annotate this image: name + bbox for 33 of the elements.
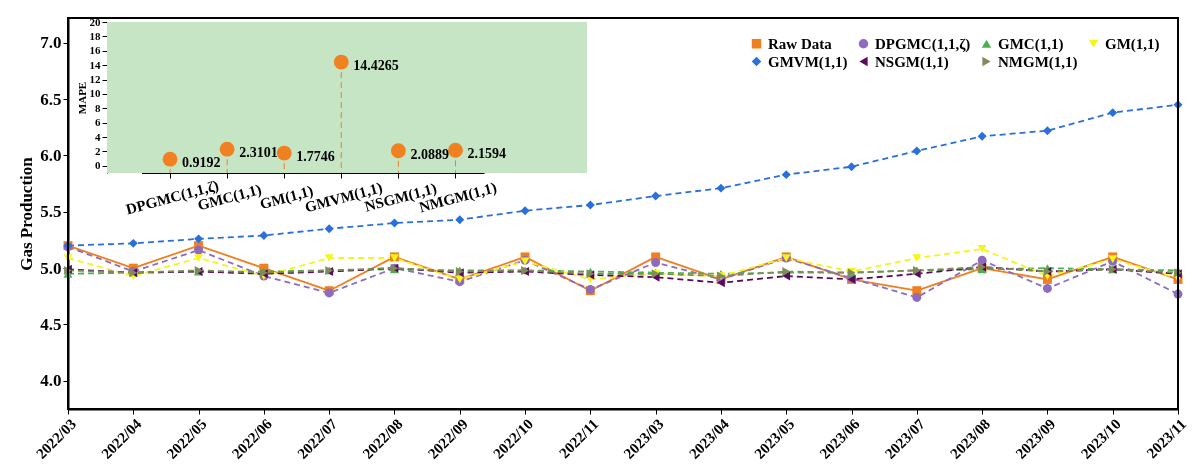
- y-tick-label: 5.5: [40, 202, 62, 222]
- y-tick-label: 5.0: [40, 258, 62, 278]
- y-axis-title: Gas Production: [17, 156, 37, 271]
- y-tick-label: 6.5: [40, 89, 62, 109]
- y-tick-label: 4.5: [40, 314, 62, 334]
- legend-label: GM(1,1): [1105, 35, 1160, 53]
- data-label: 1.7746: [296, 149, 335, 165]
- data-label: 14.4265: [353, 58, 399, 74]
- legend-label: DPGMC(1,1,ζ): [875, 35, 971, 53]
- legend-label: NMGM(1,1): [998, 53, 1078, 71]
- y-tick-label: 16: [89, 44, 101, 57]
- y-tick-label: 2: [95, 144, 101, 157]
- y-tick-label: 4: [95, 130, 101, 143]
- legend-label: GMC(1,1): [998, 35, 1064, 53]
- y-tick-label: 7.0: [40, 33, 62, 53]
- y-tick-label: 20: [89, 15, 101, 28]
- y-axis-title: MAPE: [75, 81, 88, 115]
- y-tick-label: 6.0: [40, 145, 62, 165]
- y-tick-label: 6: [95, 116, 101, 129]
- data-label: 0.9192: [182, 155, 221, 171]
- y-tick-label: 18: [89, 29, 101, 42]
- y-tick-label: 0: [95, 159, 101, 172]
- y-tick-label: 10: [89, 87, 101, 100]
- data-label: 2.1594: [467, 146, 506, 162]
- legend-label: GMVM(1,1): [768, 53, 848, 71]
- legend-label: Raw Data: [768, 35, 833, 52]
- data-label: 2.3101: [239, 145, 278, 161]
- y-tick-label: 12: [89, 73, 101, 86]
- y-tick-label: 8: [95, 101, 101, 114]
- data-label: 2.0889: [410, 146, 449, 162]
- y-tick-label: 14: [89, 58, 101, 71]
- y-tick-label: 4.0: [40, 371, 62, 391]
- legend-label: NSGM(1,1): [875, 53, 949, 71]
